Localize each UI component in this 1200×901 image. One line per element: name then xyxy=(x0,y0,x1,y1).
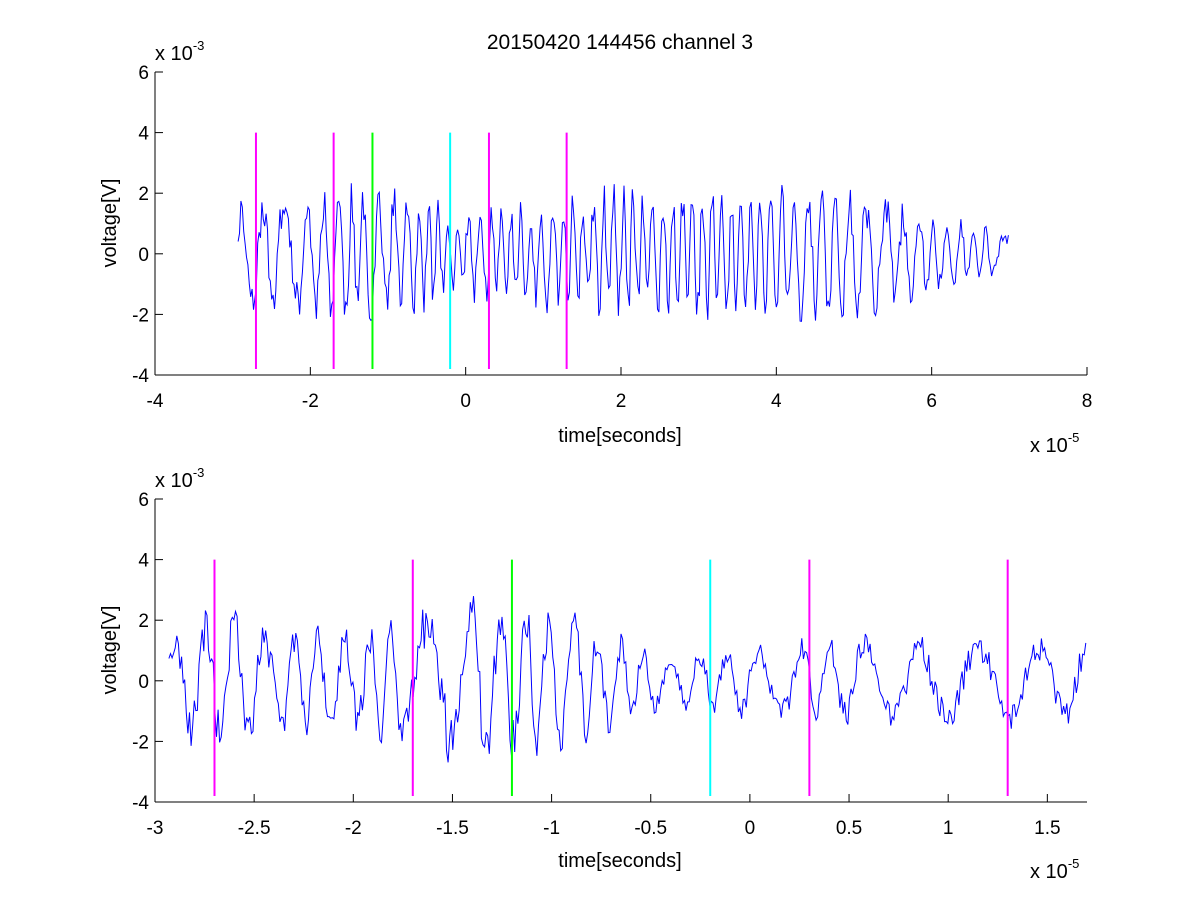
x-tick-label: 6 xyxy=(926,391,937,412)
x-axis-label: time[seconds] xyxy=(558,425,681,447)
x-tick-label: 1.5 xyxy=(1034,818,1060,839)
x-tick-label: -2 xyxy=(345,818,362,839)
x-multiplier-exponent: -5 xyxy=(1068,430,1080,445)
y-tick-label: -4 xyxy=(132,366,149,387)
y-tick-label: 0 xyxy=(138,245,149,266)
x-tick-label: 2 xyxy=(616,391,627,412)
y-tick-label: -2 xyxy=(132,305,149,326)
y-tick-label: 0 xyxy=(138,672,149,693)
x-tick-label: -4 xyxy=(147,391,164,412)
chart-title: 20150420 144456 channel 3 xyxy=(487,31,753,54)
y-tick-label: 4 xyxy=(138,124,149,145)
x-tick-label: 4 xyxy=(771,391,782,412)
y-multiplier-base: x 10 xyxy=(155,43,193,65)
y-multiplier: x 10-3 xyxy=(155,465,204,492)
y-multiplier-exponent: -3 xyxy=(193,465,205,480)
x-tick-label: 0 xyxy=(460,391,471,412)
y-tick-label: 2 xyxy=(138,184,149,205)
y-tick-label: 6 xyxy=(138,490,149,511)
signal-line xyxy=(237,183,1009,322)
bottom-chart: -3 -2.5 -2 -1.5 -1 -0.5 0 0.5 1 1.5 -4 -2 0 2 4 6 time[… xyxy=(99,465,1087,883)
x-tick-label: -1 xyxy=(543,818,560,839)
y-multiplier: x 10-3 xyxy=(155,38,204,65)
x-multiplier-base: x 10 xyxy=(1030,435,1068,457)
y-tick-label: 4 xyxy=(138,551,149,572)
signal-line xyxy=(168,596,1087,763)
x-tick-label: -2 xyxy=(302,391,319,412)
y-multiplier-base: x 10 xyxy=(155,470,193,492)
x-tick-label: -3 xyxy=(147,818,164,839)
x-tick-label: -0.5 xyxy=(634,818,667,839)
top-chart: 20150420 144456 channel 3 -4 -2 0 2 4 6 8 -4 -2 0… xyxy=(99,31,1092,457)
x-multiplier: x 10-5 xyxy=(1030,856,1079,883)
x-tick-label: 0 xyxy=(745,818,756,839)
x-multiplier-base: x 10 xyxy=(1030,861,1068,883)
y-multiplier-exponent: -3 xyxy=(193,38,205,53)
x-tick-label: -2.5 xyxy=(238,818,271,839)
y-axis-label: voltage[V] xyxy=(99,179,121,268)
y-tick-label: 2 xyxy=(138,611,149,632)
y-tick-label: 6 xyxy=(138,63,149,84)
x-tick-label: 0.5 xyxy=(836,818,862,839)
x-tick-label: 1 xyxy=(943,818,954,839)
y-axis-label: voltage[V] xyxy=(99,606,121,695)
x-axis-label: time[seconds] xyxy=(558,850,681,872)
y-tick-label: -4 xyxy=(132,793,149,814)
x-tick-label: 8 xyxy=(1082,391,1093,412)
x-tick-label: -1.5 xyxy=(436,818,469,839)
y-tick-label: -2 xyxy=(132,732,149,753)
x-multiplier: x 10-5 xyxy=(1030,430,1079,457)
x-multiplier-exponent: -5 xyxy=(1068,856,1080,871)
